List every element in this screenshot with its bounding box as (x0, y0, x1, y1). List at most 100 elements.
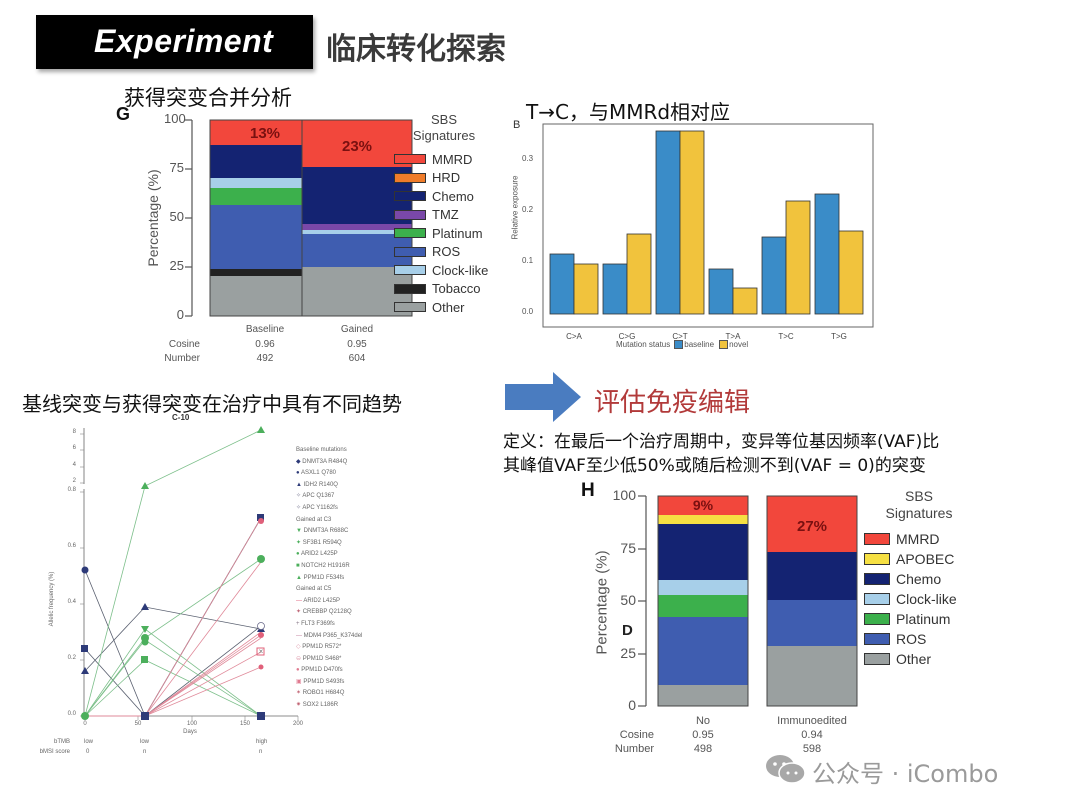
g-legend-hrd: HRD (394, 169, 494, 188)
c-ytick-02: 0.2 (67, 655, 76, 661)
c-legend-item: ● PPM1D D470fs (296, 667, 343, 674)
swatch-icon (864, 633, 890, 645)
h-ytick-100: 100 (612, 487, 636, 503)
c-legend-item: ⊖ PPM1D S468* (296, 655, 342, 662)
circle-minus-marker-icon: ⊖ (296, 655, 303, 662)
panel-c-title: C-10 (172, 413, 190, 422)
g-cosine-label: Cosine (168, 339, 200, 350)
g-legend-mmrd: MMRD (394, 150, 494, 169)
panel-h-letter: H (581, 480, 595, 501)
circle-marker-icon: ● (296, 667, 302, 674)
h-legend-title-2: Signatures (885, 505, 953, 521)
panel-g-legend: SBS Signatures MMRD HRD Chemo TMZ Platin… (394, 112, 494, 317)
c-ytick-6: 6 (72, 445, 76, 451)
h-inner-letter: D (622, 622, 633, 639)
h-legend-mmrd: MMRD (864, 529, 974, 549)
star-marker-icon: ✦ (296, 539, 303, 546)
triangle-marker-icon: ▲ (296, 574, 304, 581)
c-legend-item: ✧ APC Q1367 (296, 493, 335, 500)
wechat-icon (766, 755, 806, 784)
h-cosine-label: Cosine (619, 729, 654, 741)
panel-c-subtitle: 基线突变与获得突变在治疗中具有不同趋势 (22, 392, 402, 416)
panel-b-chart: C>A C>G C>T T>A T>C T>G B 0.3 0.2 0.1 0.… (510, 119, 910, 351)
novel-swatch-icon (719, 340, 729, 349)
panel-b-plot: C>A C>G C>T T>A T>C T>G (542, 123, 874, 341)
swatch-icon (864, 553, 890, 565)
h-cosine-immuno: 0.94 (801, 729, 823, 741)
h-number-label: Number (614, 743, 654, 755)
g-legend-platinum: Platinum (394, 224, 494, 243)
c-legend-item: ▲ PPM1D F534fs (296, 574, 345, 581)
c-btmb-label: bTMB (53, 739, 70, 745)
c-legend-item: ▣ PPM1D S493fs (296, 678, 345, 685)
h-xlabel-no: No (695, 715, 711, 727)
panel-g-letter: G (116, 104, 131, 124)
immunoediting-heading: 评估免疫编辑 (594, 388, 751, 418)
circle-marker-icon: ◆ (296, 458, 303, 465)
square-marker-icon: ■ (296, 562, 302, 569)
g-legend-tobacco: Tobacco (394, 280, 494, 299)
b-ytick-00: 0.0 (522, 307, 534, 316)
c-btmb-2: high (256, 739, 268, 745)
c-legend-group-c5: Gained at C5 (296, 586, 332, 593)
panel-h-legend: SBS Signatures MMRD APOBEC Chemo Clock-l… (864, 488, 974, 669)
h-ytick-75: 75 (620, 540, 636, 556)
c-bmsi-1: n (143, 749, 147, 755)
b-ytick-01: 0.1 (522, 256, 534, 265)
svg-text:T>A: T>A (726, 332, 742, 341)
c-xtick-150: 150 (239, 721, 250, 727)
h-xlabel-immunoedited: Immunoedited (777, 715, 847, 727)
h-legend-other: Other (864, 649, 974, 669)
c-btmb-0: low (84, 739, 94, 745)
g-ylabel: Percentage (%) (145, 169, 161, 267)
bar-no (657, 495, 749, 707)
b-ytick-02: 0.2 (522, 205, 534, 214)
definition-line-2: 其峰值VAF至少低50%或随后检测不到(VAF = 0)的突变 (503, 456, 926, 476)
c-ytick-4: 4 (72, 462, 76, 468)
panel-g-plot (185, 119, 413, 317)
c-bmsi-0: 0 (86, 749, 90, 755)
star-marker-icon: ✶ (296, 690, 303, 697)
h-number-no: 498 (693, 743, 713, 755)
bar-immunoedited (766, 495, 858, 707)
swatch-icon (394, 209, 426, 220)
b-ytick-03: 0.3 (522, 154, 534, 163)
c-xtick-0: 0 (83, 721, 87, 727)
c-ytick-04: 0.4 (67, 599, 76, 605)
panel-c-legend: Baseline mutations ◆ DNMT3A R484Q ● ASXL… (296, 445, 426, 712)
swatch-icon (864, 533, 890, 545)
h-legend-clocklike: Clock-like (864, 589, 974, 609)
g-cosine-baseline: 0.96 (255, 339, 275, 350)
c-btmb-1: low (140, 739, 150, 745)
c-ylabel: Allelic frequency (%) (49, 571, 55, 627)
plus-marker-icon: + (296, 620, 302, 627)
cross-marker-icon: ✧ (296, 493, 303, 500)
swatch-icon (864, 613, 890, 625)
swatch-icon (394, 246, 426, 257)
dash-marker-icon: — (296, 597, 304, 604)
c-legend-item: ✶ ROBO1 H684Q (296, 690, 345, 697)
panel-b-legend: Mutation status baseline novel (616, 340, 749, 349)
g-gained-pct: 23% (341, 138, 373, 155)
c-legend-item: ✦ CREBBP Q2128Q (296, 609, 352, 616)
c-ytick-06: 0.6 (67, 543, 76, 549)
g-xlabel-gained: Gained (340, 324, 374, 335)
swatch-icon (394, 172, 426, 183)
svg-text:C>T: C>T (672, 332, 687, 341)
c-bmsi-label: bMSI score (39, 749, 70, 755)
c-legend-item: ■ NOTCH2 H1916R (296, 562, 350, 569)
g-legend-other: Other (394, 298, 494, 317)
g-ytick-25: 25 (169, 258, 184, 273)
c-ytick-2: 2 (72, 478, 76, 484)
baseline-swatch-icon (674, 340, 684, 349)
square-marker-icon: ▣ (296, 678, 304, 685)
c-legend-item: + FLT3 F369fs (296, 620, 335, 627)
h-number-immuno: 598 (802, 743, 822, 755)
c-legend-item: ◇ PPM1D R572* (296, 644, 342, 651)
svg-text:C>A: C>A (566, 332, 582, 341)
diamond-marker-icon: ◇ (296, 644, 303, 651)
c-legend-item: ● ASXL1 Q780 (296, 470, 336, 477)
h-cosine-no: 0.95 (692, 729, 714, 741)
c-legend-item: ● ARID2 L425P (296, 551, 338, 558)
h-no-pct: 9% (692, 497, 714, 513)
